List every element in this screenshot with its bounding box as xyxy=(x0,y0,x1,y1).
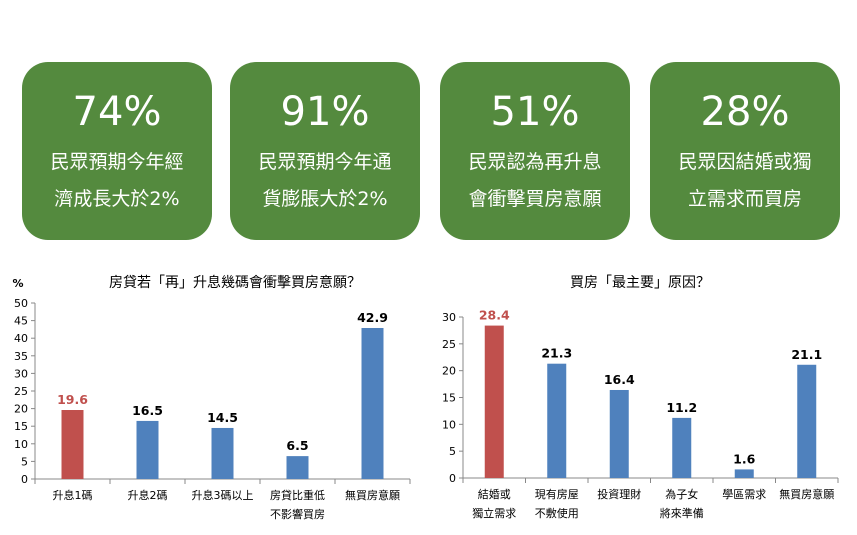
stat-card-line1: 民眾預期今年通 xyxy=(258,151,392,173)
stat-card-line1: 民眾因結婚或獨 xyxy=(678,151,812,173)
y-tick-label: 10 xyxy=(14,438,28,451)
stat-card-line2: 會衝擊買房意願 xyxy=(468,188,602,210)
stat-card-line2: 貨膨脹大於2% xyxy=(262,188,388,210)
chart-title: 買房「最主要」原因？ xyxy=(570,275,710,291)
y-tick-label: 25 xyxy=(442,338,456,351)
y-tick-label: 20 xyxy=(14,403,28,416)
chart-title: 房貸若「再」升息幾碼會衝擊買房意願？ xyxy=(109,274,361,291)
y-tick-label: 15 xyxy=(442,392,456,405)
y-tick-label: 30 xyxy=(14,367,28,380)
x-category-label: 學區需求 xyxy=(722,488,766,501)
y-tick-label: 10 xyxy=(442,418,456,431)
data-label: 28.4 xyxy=(479,308,510,323)
bar xyxy=(797,364,817,478)
stat-card-percent: 51% xyxy=(490,89,580,135)
x-category-label: 升息2碼 xyxy=(128,488,168,502)
data-label: 6.5 xyxy=(286,438,308,453)
x-category-label: 為子女 xyxy=(665,487,698,501)
x-category-label: 無買房意願 xyxy=(779,487,834,501)
stat-card: 28% 民眾因結婚或獨 立需求而買房 xyxy=(650,62,840,240)
y-tick-label: 25 xyxy=(14,385,28,398)
y-tick-label: 5 xyxy=(21,455,28,468)
bar xyxy=(547,363,567,478)
x-category-label: 升息3碼以上 xyxy=(192,488,254,502)
y-tick-label: 50 xyxy=(14,297,28,310)
y-tick-label: 20 xyxy=(442,365,456,378)
stat-card-line2: 濟成長大於2% xyxy=(54,188,180,210)
stat-card-percent: 74% xyxy=(72,89,162,135)
x-category-label: 房貸比重低 xyxy=(270,488,325,502)
bar xyxy=(672,417,692,478)
stat-card: 51% 民眾認為再升息 會衝擊買房意願 xyxy=(440,62,630,240)
y-tick-label: 0 xyxy=(21,473,28,486)
data-label: 16.4 xyxy=(604,372,635,387)
stat-card: 91% 民眾預期今年通 貨膨脹大於2% xyxy=(230,62,420,240)
stat-card-percent: 28% xyxy=(700,89,790,135)
stat-card-line1: 民眾預期今年經 xyxy=(50,151,184,173)
data-label: 1.6 xyxy=(733,451,755,466)
bar xyxy=(136,420,159,479)
x-category-label: 不敷使用 xyxy=(535,506,579,520)
y-tick-label: 35 xyxy=(14,350,28,363)
x-category-label: 投資理財 xyxy=(597,487,641,501)
bar xyxy=(286,456,309,479)
x-category-label: 無買房意願 xyxy=(345,488,400,502)
stat-card-percent: 91% xyxy=(280,89,370,135)
bar xyxy=(61,410,84,479)
bar xyxy=(484,325,504,478)
data-label: 11.2 xyxy=(666,400,697,415)
x-category-label: 獨立需求 xyxy=(472,506,516,520)
bar xyxy=(361,327,384,479)
x-category-label: 不影響買房 xyxy=(270,507,325,521)
data-label: 21.3 xyxy=(541,346,572,361)
x-category-label: 結婚或 xyxy=(478,487,511,501)
x-category-label: 將來準備 xyxy=(660,506,704,520)
data-label: 42.9 xyxy=(357,310,388,325)
bar xyxy=(609,389,629,478)
bar xyxy=(211,427,234,479)
data-label: 21.1 xyxy=(791,347,822,362)
x-category-label: 升息1碼 xyxy=(53,488,93,502)
data-label: 19.6 xyxy=(57,392,88,407)
y-tick-label: 30 xyxy=(442,311,456,324)
y-tick-label: 40 xyxy=(14,332,28,345)
stat-card-line2: 立需求而買房 xyxy=(687,188,802,210)
y-tick-label: 0 xyxy=(449,472,456,485)
stat-card-line1: 民眾認為再升息 xyxy=(468,151,602,173)
data-label: 14.5 xyxy=(207,410,238,425)
bar xyxy=(734,469,754,478)
y-tick-label: 5 xyxy=(449,445,456,458)
y-tick-label: 15 xyxy=(14,420,28,433)
data-label: 16.5 xyxy=(132,403,163,418)
x-category-label: 現有房屋 xyxy=(535,487,579,501)
y-tick-label: 45 xyxy=(14,315,28,328)
y-axis-unit: % xyxy=(12,277,23,290)
stat-card: 74% 民眾預期今年經 濟成長大於2% xyxy=(22,62,212,240)
